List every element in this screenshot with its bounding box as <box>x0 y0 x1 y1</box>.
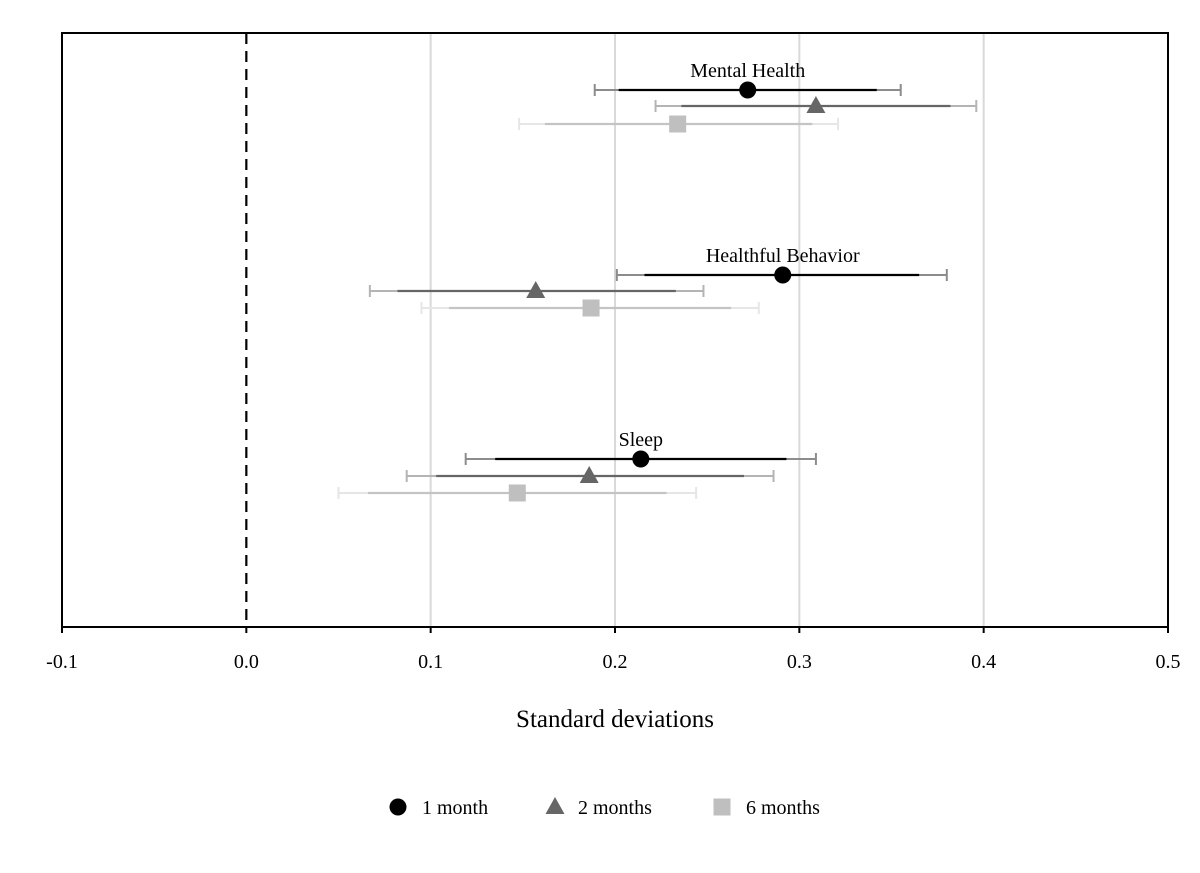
1-month-estimate-point <box>739 81 757 99</box>
x-tick-label: 0.5 <box>1156 651 1181 673</box>
6-months-estimate-point <box>508 484 526 502</box>
x-tick-label: 0.1 <box>418 651 443 673</box>
group-sleep: Sleep <box>337 429 817 502</box>
x-tick-label: -0.1 <box>46 651 78 673</box>
x-axis-title: Standard deviations <box>516 706 714 733</box>
x-tick-label: 0.4 <box>971 651 996 673</box>
2-months-estimate-point <box>579 466 599 483</box>
data-layer: Mental Health Healthful Behavior Sleep <box>337 60 978 502</box>
legend-label: 1 month <box>422 797 488 819</box>
x-tick-label: 0.2 <box>603 651 628 673</box>
x-tick-label: 0.3 <box>787 651 812 673</box>
grid-lines <box>429 33 985 627</box>
legend-marker <box>389 798 407 816</box>
2-months-estimate-point <box>526 281 546 298</box>
group-mental-health: Mental Health <box>518 60 978 133</box>
1-month-estimate-point <box>774 266 792 284</box>
group-label: Mental Health <box>690 60 805 82</box>
legend-item-6-months: 6 months <box>713 797 820 819</box>
x-tick-label: 0.0 <box>234 651 259 673</box>
x-axis: -0.1 0.0 0.1 0.2 0.3 0.4 0.5 <box>46 627 1181 673</box>
legend-item-2-months: 2 months <box>545 797 652 819</box>
legend-marker <box>545 797 565 814</box>
legend-label: 6 months <box>746 797 820 819</box>
legend: 1 month 2 months 6 months <box>389 797 820 819</box>
1-month-estimate-point <box>632 450 650 468</box>
6-months-estimate-point <box>582 299 600 317</box>
group-healthful-behavior: Healthful Behavior <box>368 245 948 317</box>
legend-marker <box>713 798 731 816</box>
group-label: Healthful Behavior <box>706 245 860 267</box>
group-label: Sleep <box>619 429 663 451</box>
legend-item-1-month: 1 month <box>389 797 488 819</box>
legend-label: 2 months <box>578 797 652 819</box>
2-months-estimate-point <box>806 96 826 113</box>
6-months-estimate-point <box>669 115 687 133</box>
